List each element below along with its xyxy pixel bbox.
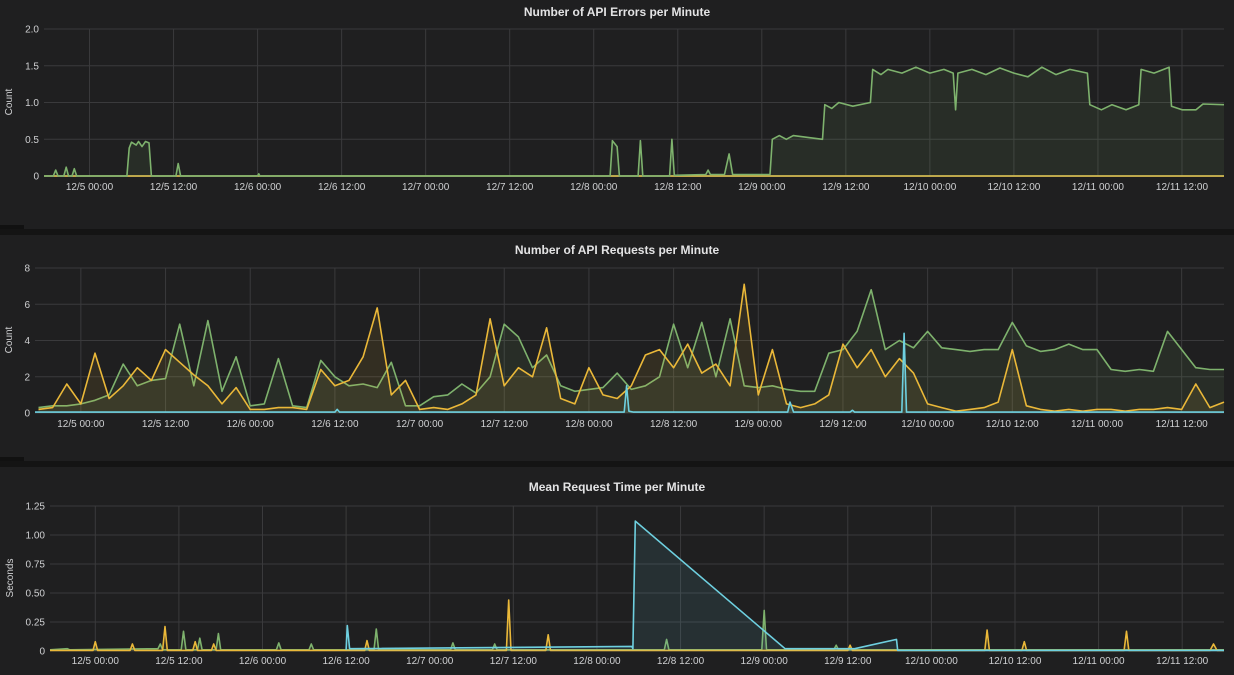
x-tick-label: 12/8 12:00: [650, 419, 698, 430]
x-tick-label: 12/11 00:00: [1073, 656, 1126, 667]
x-tick-label: 12/9 00:00: [738, 182, 786, 193]
x-tick-label: 12/7 12:00: [486, 182, 534, 193]
x-tick-label: 12/9 12:00: [822, 182, 870, 193]
panel-divider: [0, 225, 1234, 235]
x-tick-label: 12/10 00:00: [905, 656, 958, 667]
yellow-series-area: [38, 284, 1224, 413]
chart-title: Number of API Errors per Minute: [524, 5, 711, 19]
cyan-series-line: [35, 332, 1224, 413]
y-tick-label: 8: [24, 264, 30, 275]
cyan-series-line: [345, 520, 1224, 652]
y-tick-label: 0.75: [26, 560, 46, 571]
request-time-panel: [0, 467, 1234, 675]
x-tick-label: 12/7 00:00: [402, 182, 450, 193]
cyan-series-area: [346, 521, 1225, 651]
x-tick-label: 12/5 12:00: [142, 419, 190, 430]
chart-title: Number of API Requests per Minute: [515, 243, 720, 257]
x-tick-label: 12/11 00:00: [1071, 419, 1124, 430]
x-tick-label: 12/6 00:00: [239, 656, 287, 667]
x-tick-label: 12/7 00:00: [396, 419, 444, 430]
y-tick-label: 2: [24, 372, 30, 383]
green-series-area: [44, 67, 1224, 176]
y-tick-label: 4: [24, 336, 30, 347]
y-tick-label: 0.25: [26, 618, 46, 629]
errors-chart: Number of API Errors per Minute Count 0 0.5…: [4, 5, 1225, 193]
green-series-line: [38, 288, 1224, 409]
x-tick-label: 12/10 12:00: [987, 182, 1040, 193]
y-tick-label: 6: [24, 300, 30, 311]
x-tick-label: 12/8 12:00: [657, 656, 705, 667]
y-tick-label: 0: [24, 409, 30, 420]
y-tick-label: 0.50: [26, 589, 46, 600]
x-tick-label: 12/11 12:00: [1156, 419, 1209, 430]
x-tick-label: 12/11 00:00: [1072, 182, 1125, 193]
x-tick-label: 12/8 00:00: [565, 419, 613, 430]
x-tick-label: 12/11 12:00: [1156, 656, 1209, 667]
x-tick-label: 12/6 00:00: [234, 182, 282, 193]
x-tick-label: 12/8 00:00: [570, 182, 618, 193]
x-tick-label: 12/6 12:00: [318, 182, 366, 193]
x-tick-label: 12/7 12:00: [481, 419, 529, 430]
y-tick-label: 1.00: [26, 531, 46, 542]
chart-title: Mean Request Time per Minute: [529, 480, 706, 494]
x-tick-label: 12/9 00:00: [741, 656, 789, 667]
x-tick-label: 12/5 12:00: [155, 656, 203, 667]
requests-panel: [0, 235, 1234, 461]
y-tick-label: 0.5: [25, 135, 39, 146]
x-tick-label: 12/10 00:00: [903, 182, 956, 193]
x-tick-label: 12/9 12:00: [824, 656, 872, 667]
x-tick-label: 12/7 12:00: [490, 656, 538, 667]
x-tick-label: 12/5 00:00: [66, 182, 114, 193]
green-series-line: [44, 66, 1225, 177]
x-tick-label: 12/6 12:00: [311, 419, 359, 430]
x-tick-label: 12/6 12:00: [322, 656, 370, 667]
request-time-chart: Mean Request Time per Minute Seconds 0 0.25…: [5, 480, 1225, 667]
x-tick-label: 12/9 00:00: [735, 419, 783, 430]
y-tick-label: 1.25: [26, 502, 46, 513]
y-tick-label: 2.0: [25, 25, 39, 36]
x-tick-label: 12/9 12:00: [819, 419, 867, 430]
x-tick-label: 12/10 12:00: [989, 656, 1042, 667]
x-tick-label: 12/11 12:00: [1156, 182, 1209, 193]
x-tick-label: 12/5 00:00: [72, 656, 120, 667]
y-axis-label: Seconds: [5, 559, 16, 598]
x-tick-label: 12/7 00:00: [406, 656, 454, 667]
y-tick-label: 1.0: [25, 98, 39, 109]
x-tick-label: 12/5 00:00: [57, 419, 105, 430]
green-series-area: [38, 289, 1224, 413]
y-tick-label: 0: [33, 172, 39, 183]
panel-divider: [0, 457, 1234, 467]
x-tick-label: 12/6 00:00: [227, 419, 275, 430]
x-tick-label: 12/5 12:00: [150, 182, 198, 193]
y-tick-label: 0: [39, 647, 45, 658]
yellow-series-line: [38, 283, 1225, 413]
x-tick-label: 12/8 12:00: [654, 182, 702, 193]
y-axis-label: Count: [4, 326, 15, 353]
x-tick-label: 12/8 00:00: [573, 656, 621, 667]
y-axis-label: Count: [4, 88, 15, 115]
requests-chart: Number of API Requests per Minute Count 0 2…: [4, 243, 1225, 430]
x-tick-label: 12/10 12:00: [986, 419, 1039, 430]
errors-panel: [0, 0, 1234, 229]
y-tick-label: 1.5: [25, 61, 39, 72]
x-tick-label: 12/10 00:00: [901, 419, 954, 430]
